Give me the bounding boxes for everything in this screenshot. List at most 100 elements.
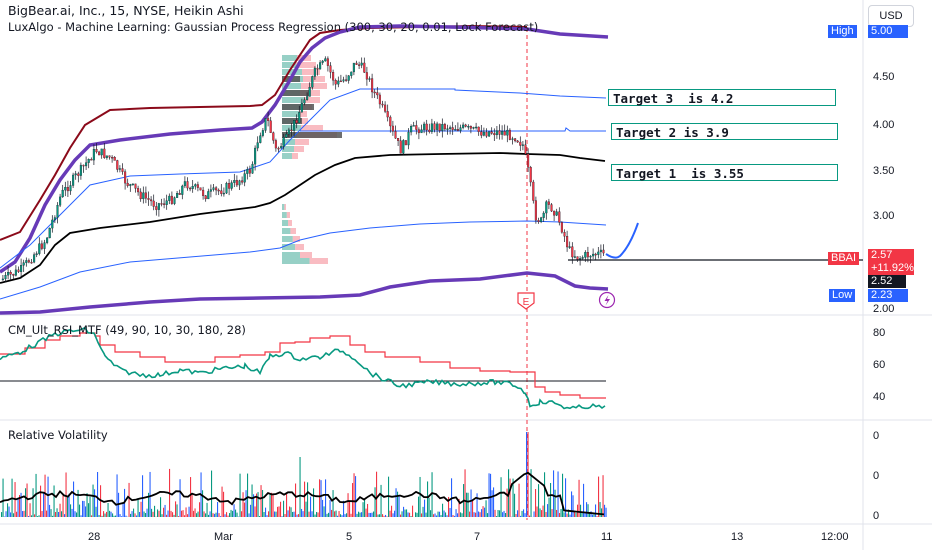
volatility-bar [571, 491, 573, 517]
volatility-bar [286, 493, 288, 517]
candle-body [212, 187, 215, 190]
lower-black-band [0, 152, 606, 284]
volatility-bar [5, 511, 7, 517]
volatility-bar [125, 515, 127, 517]
volatility-bar [589, 512, 591, 517]
candle-body [308, 87, 311, 97]
volatility-bar [434, 513, 436, 517]
candle-body [72, 174, 75, 186]
volatility-bar [415, 512, 417, 517]
candle-body [173, 197, 176, 204]
candle-body [264, 118, 267, 131]
volatility-bar [482, 506, 484, 517]
volatility-bar [389, 510, 391, 517]
volatility-bar [89, 496, 91, 517]
candle-body [514, 138, 517, 142]
candle-body [519, 141, 522, 146]
volatility-bar [403, 506, 405, 517]
candle-body [441, 124, 444, 131]
volatility-bar [535, 489, 537, 517]
low-tag-label: Low [829, 289, 856, 302]
candle-body [1, 278, 4, 281]
volatility-bar [356, 513, 358, 517]
volatility-bar [376, 471, 378, 517]
volatility-bar [557, 471, 559, 517]
symbol-title[interactable]: BigBear.ai, Inc., 15, NYSE, Heikin Ashi [8, 3, 244, 18]
volatility-bar [479, 512, 481, 517]
candle-body [163, 203, 166, 205]
vp-bar-poc [282, 118, 302, 124]
volatility-bar [40, 485, 42, 517]
volatility-bar [70, 504, 72, 517]
vp-bar-down [290, 228, 296, 234]
candle-body [238, 180, 241, 186]
candle-body [480, 131, 483, 136]
indicator-title[interactable]: LuxAlgo - Machine Learning: Gaussian Pro… [8, 20, 539, 34]
candle-body [272, 132, 275, 141]
candle-body [563, 232, 566, 237]
price-tick: 3.00 [873, 210, 895, 222]
volatility-bar [296, 514, 298, 517]
volatility-bar [581, 511, 583, 517]
volatility-bar [559, 512, 561, 517]
volatility-bar [260, 485, 262, 517]
volatility-bar [145, 513, 147, 517]
vp-bar-up [282, 244, 296, 250]
currency-button[interactable]: USD [868, 5, 914, 27]
volatility-bar [175, 501, 177, 517]
volatility-bar [529, 515, 531, 517]
volatility-bar [116, 474, 118, 517]
vp-bar-up [282, 146, 294, 152]
candle-body [592, 253, 595, 257]
vp-bar-down [286, 212, 290, 218]
current-line-tag: 2.52 [868, 275, 906, 288]
volatility-title[interactable]: Relative Volatility [8, 428, 108, 442]
volatility-bar [517, 510, 519, 517]
vp-bar-down [303, 76, 325, 82]
volatility-bar [578, 479, 580, 517]
candle-body [508, 129, 511, 140]
candle-body [529, 167, 532, 183]
candle-body [160, 203, 163, 205]
candle-body [373, 91, 376, 94]
candle-body [326, 58, 329, 66]
volatility-bar [371, 512, 373, 517]
volatility-bar [214, 513, 216, 517]
volatility-bar [410, 515, 412, 517]
volatility-bar [265, 507, 267, 517]
volatility-bar [394, 510, 396, 517]
earnings-marker[interactable] [517, 292, 535, 310]
candle-body [456, 129, 459, 131]
candle-body [116, 160, 119, 170]
volatility-bar [233, 504, 235, 517]
volatility-bar [67, 495, 69, 517]
volatility-bar [572, 495, 574, 517]
volatility-bar [599, 502, 601, 517]
candle-body [597, 251, 600, 255]
volatility-bar [107, 503, 109, 517]
candle-body [157, 203, 160, 210]
candle-body [217, 189, 220, 192]
volatility-bar [61, 511, 63, 517]
volatility-bar [446, 515, 448, 517]
lightning-icon[interactable] [598, 291, 616, 309]
high-tag-label: High [828, 25, 857, 38]
vp-bar-poc [282, 90, 310, 96]
candle-body [12, 274, 15, 276]
candle-body [196, 184, 199, 188]
candle-body [402, 140, 405, 154]
volatility-bar [344, 514, 346, 517]
volatility-bar [425, 512, 427, 517]
candle-body [108, 155, 111, 158]
rsi-title[interactable]: CM_Ult_RSI_MTF (49, 90, 10, 30, 180, 28) [8, 323, 246, 337]
candle-body [134, 183, 137, 189]
volatility-bar [560, 508, 562, 517]
volatility-bar [254, 506, 256, 517]
low-tag-value: 2.23 [868, 289, 908, 302]
candle-body [199, 187, 202, 191]
volatility-bar [86, 493, 88, 517]
vp-bar-down [300, 252, 312, 258]
volatility-bars [1, 432, 607, 517]
volatility-bar [364, 499, 366, 517]
